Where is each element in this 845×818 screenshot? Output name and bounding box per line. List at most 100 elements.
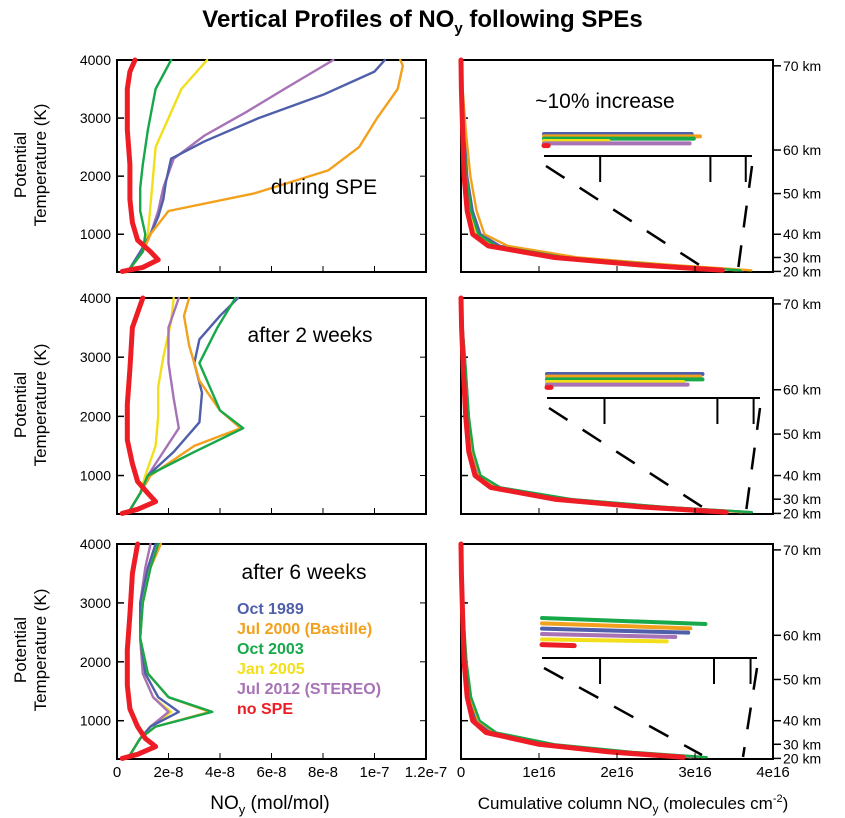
series-line-oct-2003 (459, 542, 708, 759)
legend-entry: Oct 2003 (237, 641, 304, 658)
mixing-ratio-panel-3: 1000 2000 3000 4000 after 6 weeks (80, 536, 427, 761)
km-tick-label: 60 km (783, 142, 821, 158)
series-line-no-spe (119, 57, 161, 274)
title-end: following SPEs (462, 6, 643, 33)
km-tick-label: 30 km (783, 736, 821, 752)
km-tick-label: 70 km (783, 58, 821, 74)
series-line-no-spe (119, 295, 159, 516)
km-tick-label: 20 km (783, 750, 821, 766)
x-tick-label-right: 3e16 (678, 764, 711, 781)
y-tick-label: 3000 (80, 110, 111, 126)
km-tick-label: 40 km (783, 468, 821, 484)
y-tick-label: 2000 (80, 408, 111, 424)
series-line-oct-1989 (459, 542, 701, 759)
y-axis-label-line2: Temperature (K) (31, 344, 50, 467)
inset-bar (540, 616, 708, 626)
x-tick-label-left: 8e-8 (308, 764, 338, 781)
y-tick-label: 1000 (80, 226, 111, 242)
panel-frame (460, 543, 774, 760)
mixing-ratio-panel-2: 1000 2000 3000 4000 after 2 weeks (80, 290, 427, 516)
km-tick-label: 30 km (783, 491, 821, 507)
km-tick-label: 20 km (783, 505, 821, 521)
inset-bar (540, 632, 678, 639)
y-axis-label-1: Potential Temperature (K) (11, 104, 50, 227)
x-tick-label-left: 1e-7 (359, 764, 389, 781)
title-main: Vertical Profiles of NO (202, 6, 455, 33)
km-tick-label: 50 km (783, 186, 821, 202)
inset-3 (539, 616, 759, 758)
legend-entry: Jul 2012 (STEREO) (237, 681, 381, 698)
mixing-ratio-panel-1: 1000 2000 3000 4000 during SPE (80, 52, 427, 274)
y-axis-label-line1: Potential (11, 132, 30, 198)
inset-guide-right (744, 407, 762, 513)
inset-guide-left (548, 406, 708, 512)
series-line-no-spe (119, 541, 159, 761)
km-tick-label: 70 km (783, 296, 821, 312)
y-tick-label: 2000 (80, 654, 111, 670)
panel-frame (116, 59, 427, 273)
y-tick-label: 3000 (80, 349, 111, 365)
series-line-jul-2000-bastille- (459, 542, 706, 759)
x-tick-label-right: 0 (457, 764, 465, 781)
series-line-oct-2003 (459, 296, 754, 514)
x-axis-title-right: Cumulative column NOy (molecules cm-2) (478, 793, 789, 816)
y-axis-label-line1: Potential (11, 372, 30, 438)
x-tick-label-left: 1.2e-7 (405, 764, 448, 781)
y-axis-label-line1: Potential (11, 617, 30, 683)
legend-entry: Jan 2005 (237, 661, 305, 678)
title-subscript: y (454, 19, 463, 37)
panel-frame (460, 297, 774, 515)
y-tick-label: 4000 (80, 52, 111, 68)
y-tick-label: 1000 (80, 713, 111, 729)
y-tick-label: 2000 (80, 168, 111, 184)
panel-annotation: after 6 weeks (242, 561, 367, 584)
inset-bar (539, 642, 577, 649)
y-tick-label: 3000 (80, 595, 111, 611)
legend: Oct 1989 Jul 2000 (Bastille) Oct 2003 Jan 2… (237, 601, 381, 718)
series-line-no-spe (458, 57, 725, 273)
series-line-jul-2012-stereo- (459, 542, 697, 759)
inset-guide-left (545, 164, 705, 270)
legend-entry: Jul 2000 (Bastille) (237, 621, 372, 638)
y-axis-label-line2: Temperature (K) (31, 104, 50, 227)
inset-bar (540, 626, 691, 635)
km-tick-label: 60 km (783, 382, 821, 398)
legend-entry: Oct 1989 (237, 601, 304, 618)
inset-guide-right (736, 165, 754, 271)
km-tick-label: 40 km (783, 713, 821, 729)
panel-annotation: after 2 weeks (248, 324, 373, 347)
inset-2 (544, 372, 762, 513)
x-tick-label-left: 2e-8 (153, 764, 183, 781)
x-tick-label-right: 4e16 (756, 764, 789, 781)
series-line-oct-1989 (127, 58, 386, 272)
series-line-jul-2000-bastille- (127, 58, 404, 272)
y-axis-label-2: Potential Temperature (K) (11, 344, 50, 467)
inset-guide-right (741, 667, 759, 758)
x-tick-label-left: 6e-8 (256, 764, 286, 781)
km-tick-label: 20 km (783, 263, 821, 279)
x-tick-label-right: 2e16 (600, 764, 633, 781)
km-tick-label: 50 km (783, 671, 821, 687)
y-tick-label: 4000 (80, 290, 111, 306)
y-tick-label: 1000 (80, 468, 111, 484)
legend-entry: no SPE (237, 701, 293, 718)
km-tick-label: 70 km (783, 542, 821, 558)
panel-annotation: during SPE (271, 176, 377, 199)
series-line-jan-2005 (127, 58, 209, 272)
series-line-oct-1989 (459, 296, 753, 514)
x-tick-label-left: 4e-8 (205, 764, 235, 781)
inset-bar (540, 621, 693, 631)
series-line-no-spe (458, 541, 686, 760)
km-tick-label: 60 km (783, 627, 821, 643)
series-line-no-spe (458, 295, 729, 515)
series-line-jul-2012-stereo- (459, 296, 747, 514)
series-line-oct-2003 (127, 296, 245, 514)
x-tick-label-left: 0 (113, 764, 121, 781)
inset-bar (540, 637, 669, 644)
inset-1 (541, 132, 754, 271)
x-tick-label-right: 1e16 (522, 764, 555, 781)
